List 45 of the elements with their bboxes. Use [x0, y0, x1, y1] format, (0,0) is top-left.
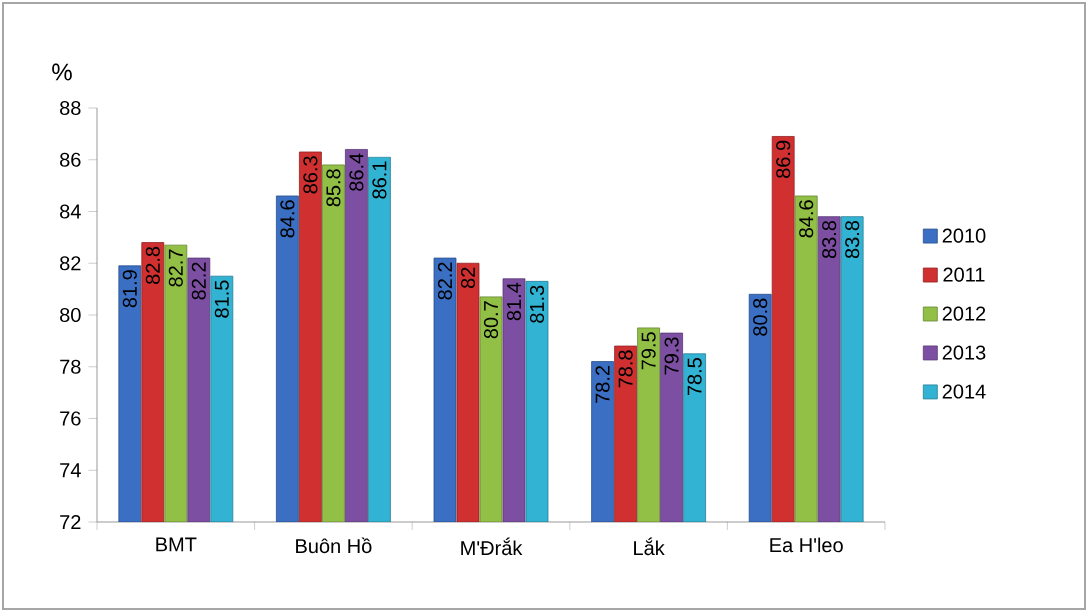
y-tick-label: 82	[60, 256, 81, 271]
data-label: 86.3	[303, 156, 318, 194]
data-label: 81.3	[529, 285, 545, 323]
data-label: 78.8	[618, 350, 633, 388]
legend-label: 2012	[942, 306, 986, 321]
y-tick-label: 72	[60, 515, 81, 529]
data-label: 79.5	[641, 332, 656, 370]
data-label: 80.8	[753, 298, 768, 336]
data-label: 78.5	[687, 358, 702, 396]
data-label: 83.8	[822, 220, 837, 259]
y-tick-label: 78	[60, 359, 81, 374]
data-label: 82.2	[437, 262, 453, 300]
x-tick-label: BMT	[156, 537, 197, 552]
data-label: 82	[460, 267, 476, 289]
y-tick-label: 84	[60, 204, 81, 219]
data-label: 83.8	[845, 220, 860, 259]
data-label: 78.2	[595, 365, 610, 403]
y-tick-label: 88	[60, 100, 81, 116]
x-tick-label: Buôn Hồ	[296, 537, 372, 554]
data-label: 86.1	[372, 161, 387, 199]
data-label: 81.9	[122, 270, 137, 308]
data-label: 81.5	[214, 280, 229, 318]
data-label: 82.8	[145, 246, 160, 284]
y-tick-label: 76	[60, 411, 81, 426]
data-label: 80.7	[483, 301, 499, 339]
x-tick-label: Ea H'leo	[770, 537, 843, 553]
data-label: 86.9	[776, 140, 791, 178]
x-tick-label: Lắk	[634, 537, 665, 556]
legend-label: 2013	[942, 345, 986, 360]
legend-label: 2014	[942, 384, 986, 399]
y-tick-label: 80	[60, 307, 81, 323]
y-tick-label: 86	[60, 152, 81, 167]
y-tick-label: 74	[60, 463, 81, 478]
data-label: 86.4	[349, 153, 364, 191]
data-label: 82.7	[168, 249, 183, 287]
data-label: 82.2	[191, 262, 206, 300]
data-label: 84.6	[799, 200, 814, 238]
data-label: 85.8	[326, 169, 341, 207]
data-label: 81.4	[506, 282, 522, 321]
y-axis-title: %	[52, 63, 72, 81]
x-tick-label: M'Đrắk	[461, 537, 523, 556]
legend-label: 2010	[942, 228, 986, 243]
data-label: 79.3	[664, 337, 679, 375]
legend-label: 2011	[943, 267, 985, 282]
data-label: 84.6	[280, 200, 295, 238]
